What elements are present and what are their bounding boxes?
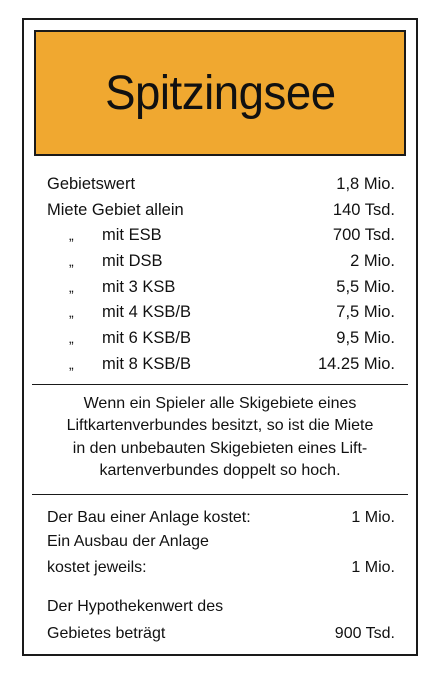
mortgage-value: 900 Tsd. <box>334 625 395 642</box>
divider <box>32 494 408 495</box>
card-header: Spitzingsee <box>34 30 406 156</box>
rent-table: Gebietswert 1,8 Mio. Miete Gebiet allein… <box>47 172 395 378</box>
rent-label: Gebietswert <box>47 175 136 193</box>
rent-label: mit ESB <box>102 226 162 245</box>
rent-row: „ mit ESB 700 Tsd. <box>47 223 395 249</box>
mortgage-label: Der Hypothekenwert des <box>47 598 224 615</box>
rent-label: mit DSB <box>102 252 163 271</box>
build-cost-value: 1 Mio. <box>351 509 395 526</box>
rent-value: 14.25 Mio. <box>317 354 395 373</box>
ditto-mark: „ <box>69 253 74 270</box>
divider <box>32 384 408 385</box>
rent-row: „ mit 4 KSB/B 7,5 Mio. <box>47 300 395 326</box>
ditto-mark: „ <box>69 278 74 295</box>
note-line: in den unbebauten Skigebieten eines Lift… <box>72 439 368 457</box>
rent-label: mit 3 KSB <box>102 277 176 296</box>
rent-value: 2 Mio. <box>350 252 395 271</box>
mortgage-label: Gebietes beträgt <box>47 625 166 642</box>
upgrade-cost-value: 1 Mio. <box>351 559 395 576</box>
rent-row: „ mit 3 KSB 5,5 Mio. <box>47 275 395 301</box>
rent-value: 700 Tsd. <box>332 226 395 245</box>
mortgage-row: Gebietes beträgt 900 Tsd. <box>47 623 395 645</box>
rent-value: 9,5 Mio. <box>336 329 395 348</box>
upgrade-cost-row: kostet jeweils: 1 Mio. <box>47 557 395 579</box>
rent-value: 140 Tsd. <box>332 200 395 219</box>
rent-label: mit 4 KSB/B <box>102 303 191 322</box>
rent-label: mit 8 KSB/B <box>102 354 191 373</box>
build-cost-label: Der Bau einer Anlage kostet: <box>47 509 251 526</box>
rent-label: mit 6 KSB/B <box>102 329 191 348</box>
rent-value: 1,8 Mio. <box>336 175 395 193</box>
mortgage-row: Der Hypothekenwert des <box>47 596 395 618</box>
note-line: Liftkartenverbundes besitzt, so ist die … <box>66 417 374 435</box>
rent-row: Gebietswert 1,8 Mio. <box>47 172 395 198</box>
rent-value: 7,5 Mio. <box>336 303 395 322</box>
monopoly-note: Wenn ein Spieler alle Skigebiete eines L… <box>42 393 398 482</box>
ditto-mark: „ <box>69 330 74 347</box>
note-line: kartenverbundes doppelt so hoch. <box>99 461 341 479</box>
rent-row: Miete Gebiet allein 140 Tsd. <box>47 198 395 224</box>
rent-row: „ mit 8 KSB/B 14.25 Mio. <box>47 352 395 378</box>
ditto-mark: „ <box>69 227 74 244</box>
note-line: Wenn ein Spieler alle Skigebiete eines <box>83 395 357 412</box>
upgrade-cost-row: Ein Ausbau der Anlage <box>47 531 395 553</box>
ditto-mark: „ <box>69 304 74 321</box>
upgrade-cost-label: kostet jeweils: <box>47 559 147 576</box>
rent-row: „ mit 6 KSB/B 9,5 Mio. <box>47 326 395 352</box>
rent-value: 5,5 Mio. <box>336 277 395 296</box>
rent-row: „ mit DSB 2 Mio. <box>47 249 395 275</box>
upgrade-cost-label: Ein Ausbau der Anlage <box>47 533 209 550</box>
ditto-mark: „ <box>69 355 74 372</box>
rent-label: Miete Gebiet allein <box>47 200 184 219</box>
build-cost-row: Der Bau einer Anlage kostet: 1 Mio. <box>47 507 395 529</box>
card-title: Spitzingsee <box>104 66 336 120</box>
property-card: Spitzingsee Gebietswert 1,8 Mio. Miete G… <box>22 18 418 656</box>
